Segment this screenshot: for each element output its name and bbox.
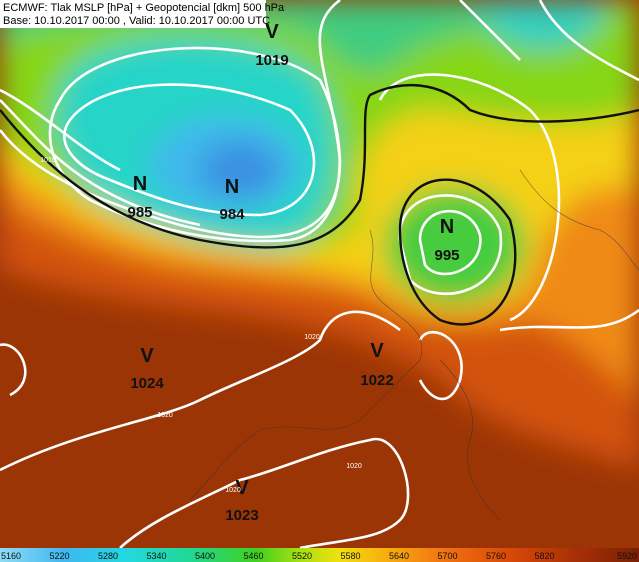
- map-fields: [0, 0, 639, 550]
- colorbar-label: 5700: [438, 551, 458, 561]
- center-value: 1019: [255, 52, 288, 69]
- center-letter: V: [235, 477, 249, 499]
- colorbar-label: 5760: [486, 551, 506, 561]
- header-line: ECMWF: Tlak MSLP [hPa] + Geopotencial [d…: [3, 2, 285, 14]
- center-value: 1023: [225, 507, 258, 524]
- center-value: 1024: [130, 375, 164, 392]
- colorbar-label: 5920: [617, 551, 637, 561]
- colorbar-label: 5640: [389, 551, 409, 561]
- colorbar-label: 5460: [244, 551, 264, 561]
- colorbar-label: 5400: [195, 551, 215, 561]
- coastlines: [189, 169, 639, 521]
- center-letter: N: [133, 173, 147, 195]
- isobar-label: 1010: [40, 157, 56, 164]
- colorbar-label: 5340: [147, 551, 167, 561]
- center-value: 995: [434, 247, 459, 264]
- header-line: Base: 10.10.2017 00:00 , Valid: 10.10.20…: [3, 15, 270, 27]
- isobar-label: 1020: [346, 463, 362, 470]
- center-letter: V: [370, 340, 384, 362]
- center-letter: N: [440, 216, 454, 238]
- center-value: 984: [219, 206, 245, 223]
- colorbar: [0, 548, 639, 562]
- colorbar-label: 5160: [1, 551, 21, 561]
- center-letter: N: [225, 176, 239, 198]
- center-value: 1022: [360, 372, 393, 389]
- colorbar-label: 5520: [292, 551, 312, 561]
- center-value: 985: [127, 204, 152, 221]
- isobar-label: 1020: [157, 412, 173, 419]
- colorbar-label: 5820: [535, 551, 555, 561]
- isobars: [0, 0, 639, 472]
- colorbar-label: 5580: [341, 551, 361, 561]
- header-box: [0, 0, 266, 28]
- center-letter: V: [140, 345, 154, 367]
- colorbar-label: 5280: [98, 551, 118, 561]
- geopotential-552: [0, 84, 639, 326]
- isobar-label: 1020: [304, 334, 320, 341]
- isobar-label: 1020: [225, 487, 241, 494]
- center-letter: V: [265, 21, 279, 43]
- colorbar-label: 5220: [50, 551, 70, 561]
